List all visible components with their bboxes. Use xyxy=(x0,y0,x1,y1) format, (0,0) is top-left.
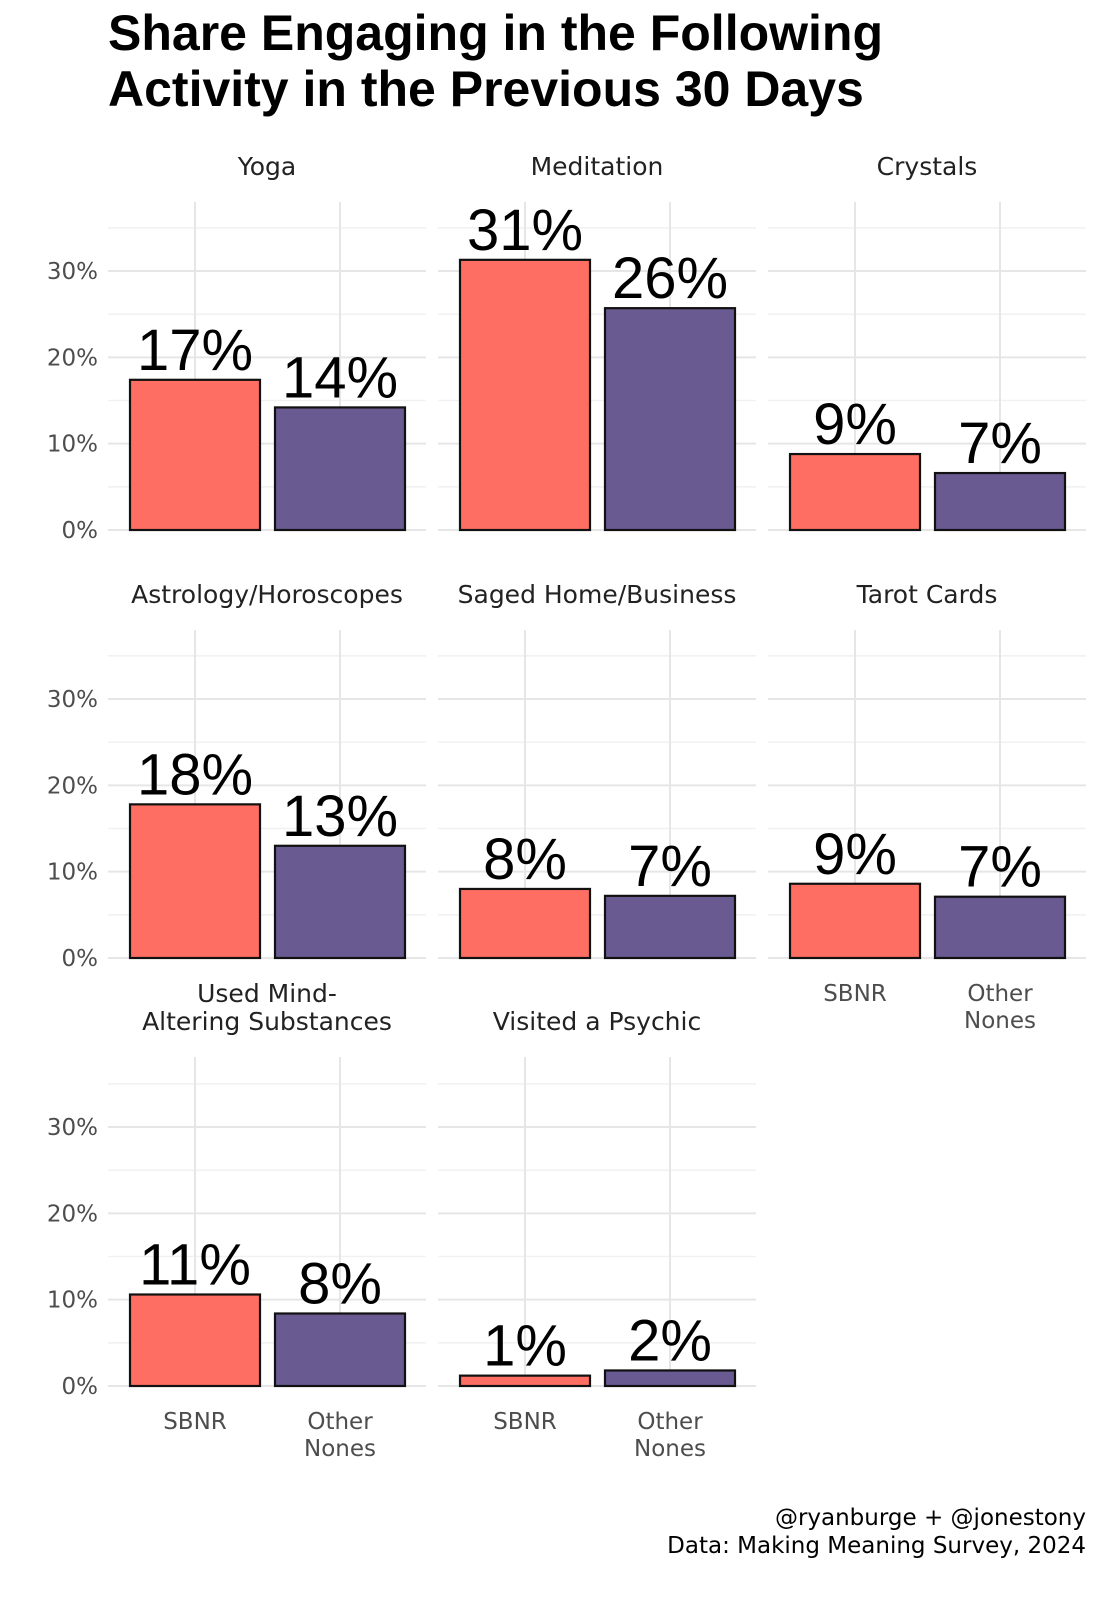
facet-panel: Crystals 9% 7% xyxy=(768,152,1086,532)
bar-value-label: 14% xyxy=(282,345,398,410)
facet-label: Visited a Psychic xyxy=(493,1007,701,1036)
x-tick-label: Nones xyxy=(304,1436,376,1462)
bar-sbnr xyxy=(458,1374,592,1388)
facet-label: Tarot Cards xyxy=(856,580,998,609)
y-tick-label: 20% xyxy=(47,1201,98,1227)
bar-value-label: 7% xyxy=(958,411,1042,476)
bar-other-nones xyxy=(273,1312,407,1388)
facet-panel: 0% 10% 20% 30% Used Mind-Altering Substances… xyxy=(47,979,426,1462)
y-tick-label: 30% xyxy=(47,259,98,285)
x-tick-label: Other xyxy=(307,1409,373,1435)
bar-value-label: 9% xyxy=(813,392,897,457)
facet-label: Astrology/Horoscopes xyxy=(131,580,403,609)
bar-sbnr xyxy=(788,882,922,960)
y-tick-label: 20% xyxy=(47,345,98,371)
bar-other-nones xyxy=(933,895,1067,960)
bar-value-label: 9% xyxy=(813,822,897,887)
y-tick-label: 20% xyxy=(47,773,98,799)
x-tick-label: SBNR xyxy=(823,981,887,1007)
caption-credit: @ryanburge + @jonestony xyxy=(775,1505,1086,1531)
facet-panel: Meditation 31% 26% xyxy=(438,152,756,532)
bar-sbnr xyxy=(128,378,262,532)
bar-value-label: 8% xyxy=(298,1251,382,1316)
bar-value-label: 7% xyxy=(628,834,712,899)
y-tick-label: 10% xyxy=(47,1288,98,1314)
facet-label: Crystals xyxy=(877,152,978,181)
bar-other-nones xyxy=(933,471,1067,532)
bar-sbnr xyxy=(128,803,262,960)
bar-other-nones xyxy=(603,1369,737,1388)
facet-label: Saged Home/Business xyxy=(458,580,737,609)
bar-other-nones xyxy=(603,894,737,960)
y-tick-label: 30% xyxy=(47,687,98,713)
bar-value-label: 18% xyxy=(137,742,253,807)
bar-other-nones xyxy=(273,406,407,532)
bar-value-label: 7% xyxy=(958,835,1042,900)
y-tick-label: 30% xyxy=(47,1115,98,1141)
bar-value-label: 26% xyxy=(612,246,728,311)
y-tick-label: 10% xyxy=(47,432,98,458)
y-tick-label: 0% xyxy=(62,1374,99,1400)
bar-sbnr xyxy=(458,887,592,960)
x-tick-label: Nones xyxy=(634,1436,706,1462)
chart-title-line-2: Activity in the Previous 30 Days xyxy=(108,61,864,117)
bar-value-label: 13% xyxy=(282,784,398,849)
x-tick-label: Nones xyxy=(964,1008,1036,1034)
bar-other-nones xyxy=(603,307,737,532)
bar-value-label: 2% xyxy=(628,1308,712,1373)
bar-value-label: 17% xyxy=(137,318,253,383)
y-tick-label: 0% xyxy=(62,946,99,972)
facet-label: Used Mind- xyxy=(197,979,337,1008)
facet-grid: 0% 10% 20% 30% Yoga 17% 14% Meditation 31% 26% Cry… xyxy=(47,152,1086,1462)
x-tick-label: SBNR xyxy=(493,1409,557,1435)
x-tick-label: Other xyxy=(967,981,1033,1007)
facet-panel: 0% 10% 20% 30% Astrology/Horoscopes 18% 13% xyxy=(47,580,426,972)
facet-label: Altering Substances xyxy=(142,1007,392,1036)
x-tick-label: Other xyxy=(637,1409,703,1435)
facet-panel: 0% 10% 20% 30% Yoga 17% 14% xyxy=(47,152,426,544)
facet-label: Meditation xyxy=(531,152,664,181)
facet-label: Yoga xyxy=(237,152,296,181)
bar-value-label: 8% xyxy=(483,827,567,892)
y-tick-label: 10% xyxy=(47,860,98,886)
bar-value-label: 11% xyxy=(139,1233,251,1298)
chart-title-line-1: Share Engaging in the Following xyxy=(108,5,883,61)
bar-sbnr xyxy=(788,452,922,532)
caption-source: Data: Making Meaning Survey, 2024 xyxy=(667,1533,1086,1559)
bar-sbnr xyxy=(458,258,592,532)
bar-sbnr xyxy=(128,1293,262,1388)
facet-panel: Saged Home/Business 8% 7% xyxy=(438,580,756,960)
bar-other-nones xyxy=(273,844,407,960)
bar-value-label: 31% xyxy=(467,198,583,263)
y-tick-label: 0% xyxy=(62,518,99,544)
x-tick-label: SBNR xyxy=(163,1409,227,1435)
bar-value-label: 1% xyxy=(483,1314,567,1379)
